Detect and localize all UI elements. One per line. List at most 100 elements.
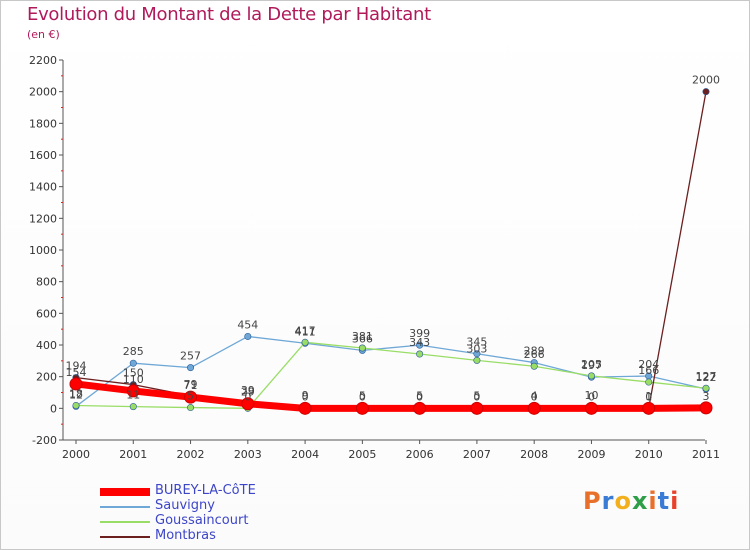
data-label: 3 [703,390,710,403]
axes: -200020040060080010001200140016001800200… [29,54,720,461]
data-point [413,401,427,415]
data-label: 399 [409,327,430,340]
legend-swatch [100,521,150,523]
legend-item: Goussaincourt [100,513,340,530]
series-layer [69,88,713,415]
data-label: 345 [466,336,487,349]
x-tick-label: 2010 [635,448,663,461]
legend-swatch [100,536,150,538]
data-label: 366 [352,332,373,345]
data-point [702,88,710,96]
data-point [584,401,598,415]
data-label: 127 [696,370,717,383]
data-label: 12 [69,388,83,401]
data-label: 0 [416,390,423,403]
data-point [473,356,481,364]
data-point [358,344,366,352]
data-point [301,338,309,346]
data-label: 0 [588,390,595,403]
data-label: 150 [123,367,144,380]
data-label: 257 [180,350,201,363]
data-point [241,397,255,411]
data-label: 5 [187,390,194,403]
x-tick-label: 2002 [177,448,205,461]
data-point [298,401,312,415]
series-line-montbras [75,91,707,409]
data-label: 0 [359,390,366,403]
data-label: 0 [244,390,251,403]
y-tick-label: 0 [50,402,57,415]
data-label: 417 [295,324,316,337]
data-point [187,364,195,372]
legend-label: Goussaincourt [155,513,249,528]
data-label: 2000 [692,74,720,87]
y-tick-label: 1400 [29,181,57,194]
data-point [530,362,538,370]
x-tick-label: 2005 [348,448,376,461]
y-tick-label: 1800 [29,117,57,130]
legend-label: Sauvigny [155,498,215,513]
data-label: 204 [638,358,659,371]
x-tick-label: 2001 [119,448,147,461]
data-label: 285 [123,345,144,358]
legend-label: BUREY-LA-CôTE [155,483,256,498]
y-tick-label: 600 [36,307,57,320]
data-label: 39 [241,384,255,397]
y-tick-label: 400 [36,339,57,352]
data-label: 71 [184,379,198,392]
data-point [129,403,137,411]
data-point [129,359,137,367]
data-point [187,404,195,412]
data-label: 0 [531,390,538,403]
data-label: 154 [66,366,87,379]
x-tick-label: 2000 [62,448,90,461]
data-label: 5 [416,390,423,403]
data-label: 11 [126,389,140,402]
data-label: 411 [295,325,316,338]
x-tick-label: 2004 [291,448,319,461]
legend-label: Montbras [155,528,216,543]
data-label: 194 [66,360,87,373]
y-tick-label: 2200 [29,54,57,67]
data-label: 0 [473,390,480,403]
data-label: 1 [645,390,652,403]
data-point [642,401,656,415]
data-label: 266 [524,348,545,361]
data-label: 343 [409,336,430,349]
data-label: 18 [69,387,83,400]
x-tick-label: 2007 [463,448,491,461]
data-point [702,384,710,392]
legend: BUREY-LA-CôTE Sauvigny Goussaincourt Montbr… [100,483,340,545]
y-tick-label: 1600 [29,149,57,162]
data-label: 0 [302,390,309,403]
data-point [645,378,653,386]
y-tick-label: 1000 [29,244,57,257]
proxiti-logo: Proxiti [583,487,680,515]
data-point [470,401,484,415]
data-point [126,384,140,398]
data-label: 10 [584,389,598,402]
data-point [244,332,252,340]
data-label: 110 [123,373,144,386]
x-tick-label: 2003 [234,448,262,461]
data-label: 79 [184,378,198,391]
data-point [587,372,595,380]
data-label: 4 [531,390,538,403]
chart-unit-label: (en €) [27,28,60,41]
x-tick-label: 2008 [520,448,548,461]
x-tick-label: 2011 [692,448,720,461]
data-label: 381 [352,330,373,343]
series-line-burey-la-c-te [72,380,710,412]
series-line-goussaincourt [75,341,707,409]
data-point [355,401,369,415]
data-point [416,341,424,349]
data-point [699,401,713,415]
data-point [416,350,424,358]
data-point [69,377,83,391]
data-label: 197 [581,359,602,372]
legend-item: Sauvigny [100,498,340,515]
x-tick-label: 2006 [406,448,434,461]
